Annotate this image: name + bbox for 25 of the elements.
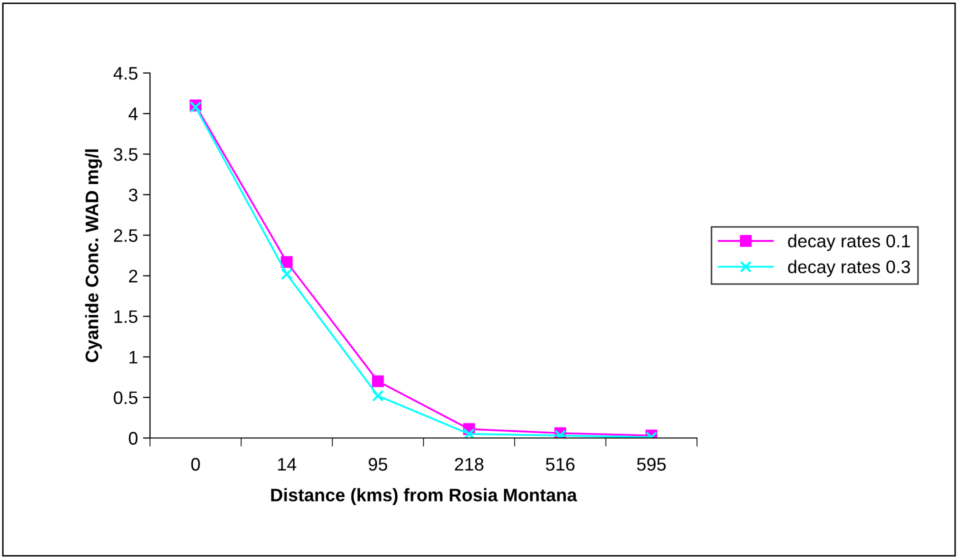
y-tick-label: 3.5 — [114, 148, 138, 161]
y-tick-label: 0 — [128, 432, 138, 445]
x-tick-label: 14 — [278, 458, 296, 471]
x-tick-label: 218 — [454, 458, 484, 471]
point — [280, 256, 293, 268]
y-tick-label: 1 — [130, 351, 138, 364]
y-tick-label: 1.5 — [114, 310, 138, 324]
y-tick-label: 3 — [128, 188, 138, 202]
x-tick-label: 516 — [546, 458, 575, 471]
x-tick-label: 95 — [368, 458, 388, 471]
y-tick-label: 2.5 — [114, 229, 138, 242]
point — [372, 375, 384, 388]
y-tick-label: 2 — [129, 270, 138, 282]
x-tick-label: 595 — [637, 458, 666, 471]
legend-label: decay rates 0.3 — [788, 260, 910, 277]
y-tick-label: 4 — [128, 108, 138, 120]
y-axis-title: Cyanide Conc. WAD mg/l — [85, 149, 102, 362]
point — [463, 428, 475, 438]
y-tick-label: 4.5 — [114, 67, 138, 80]
x-axis-title: Distance (kms) from Rosia Montana — [271, 488, 578, 505]
point — [280, 268, 293, 280]
legend-label: decay rates 0.1 — [788, 234, 910, 251]
point — [372, 390, 384, 402]
y-tick-label: 0.5 — [114, 391, 138, 404]
x-tick-label: 0 — [191, 458, 200, 471]
